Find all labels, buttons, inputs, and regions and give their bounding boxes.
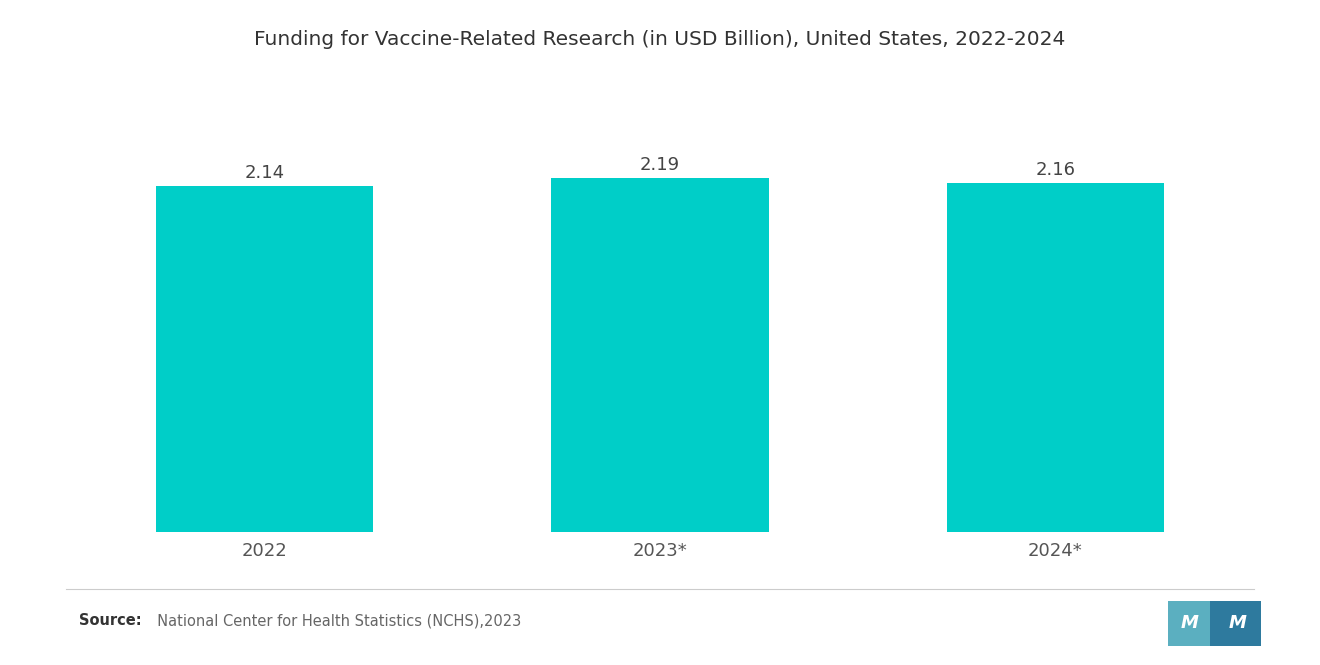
Text: M: M: [1181, 614, 1199, 632]
Bar: [946, 183, 1164, 532]
Text: 2.19: 2.19: [640, 156, 680, 174]
Text: 2.14: 2.14: [244, 164, 285, 182]
Bar: [552, 178, 768, 532]
Text: Funding for Vaccine-Related Research (in USD Billion), United States, 2022-2024: Funding for Vaccine-Related Research (in…: [255, 30, 1065, 49]
Bar: [1168, 601, 1220, 646]
Text: 2.16: 2.16: [1035, 161, 1076, 179]
Text: Source:: Source:: [79, 613, 141, 628]
Text: M: M: [1229, 614, 1246, 632]
Text: National Center for Health Statistics (NCHS),2023: National Center for Health Statistics (N…: [148, 613, 521, 628]
Bar: [156, 186, 374, 532]
Bar: [1209, 601, 1262, 646]
